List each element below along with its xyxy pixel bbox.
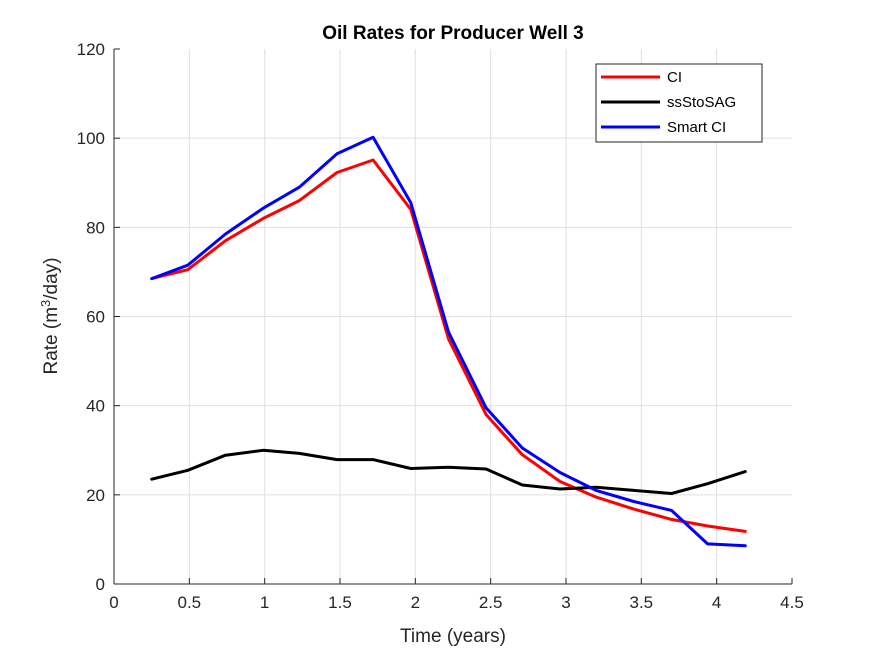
x-axis-ticks: 0 0.5 1 1.5 2 2.5 3 3.5 4 4.5: [109, 578, 804, 612]
legend-label-ci: CI: [667, 69, 682, 86]
x-tick-label: 1: [260, 593, 269, 612]
x-tick-label: 2.5: [479, 593, 503, 612]
y-axis-ticks: 0 20 40 60 80 100 120: [77, 40, 120, 594]
y-tick-label: 20: [86, 486, 105, 505]
legend: CI ssStoSAG Smart CI: [595, 63, 763, 143]
y-axis-label-superscript: 3: [38, 300, 53, 307]
y-axis-label: Rate (m3/day): [38, 257, 62, 374]
y-axis-label-prefix: Rate (m: [41, 307, 62, 375]
grid-lines: [114, 49, 792, 584]
x-tick-label: 1.5: [328, 593, 352, 612]
series-line-ssstosag: [150, 448, 747, 495]
x-tick-label: 4: [712, 593, 721, 612]
y-tick-label: 0: [96, 575, 105, 594]
x-tick-label: 0.5: [178, 593, 202, 612]
legend-label-smart-ci: Smart CI: [667, 119, 726, 136]
series-line-smart-ci: [150, 135, 747, 548]
x-axis-label: Time (years): [400, 626, 506, 647]
y-tick-label: 100: [77, 129, 105, 148]
series-lines: [150, 135, 747, 548]
y-tick-label: 60: [86, 308, 105, 327]
series-line-ci: [150, 158, 747, 533]
x-tick-label: 3.5: [630, 593, 654, 612]
x-tick-label: 0: [109, 593, 118, 612]
x-tick-label: 4.5: [780, 593, 804, 612]
y-axis-label-suffix: /day): [41, 257, 62, 299]
legend-label-ssstosag: ssStoSAG: [667, 94, 736, 111]
y-tick-label: 80: [86, 218, 105, 237]
x-tick-label: 2: [411, 593, 420, 612]
y-tick-label: 120: [77, 40, 105, 59]
x-tick-label: 3: [561, 593, 570, 612]
chart-title: Oil Rates for Producer Well 3: [322, 23, 584, 44]
y-tick-label: 40: [86, 397, 105, 416]
